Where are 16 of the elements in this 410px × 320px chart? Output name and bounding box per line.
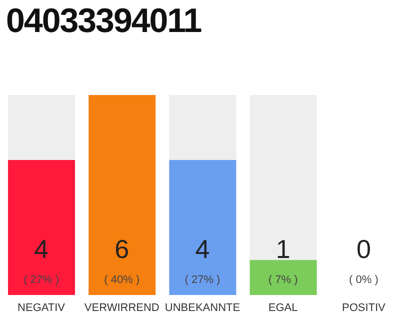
- x-tick-label: UNBEKANNTE: [164, 302, 240, 314]
- data-label: ( 27% ): [24, 274, 60, 286]
- x-tick-label: POSITIV: [342, 302, 386, 314]
- data-label: ( 0% ): [349, 274, 378, 286]
- x-tick-label: NEGATIV: [18, 302, 66, 314]
- data-label: ( 27% ): [184, 274, 220, 286]
- chart-title: 04033394011: [6, 2, 202, 41]
- x-tick-label: EGAL: [268, 302, 298, 314]
- annotation: 4: [195, 234, 210, 264]
- data-label: ( 40% ): [104, 274, 140, 286]
- annotation: 4: [34, 234, 49, 264]
- data-label: ( 7% ): [268, 274, 298, 286]
- annotation: 6: [114, 234, 130, 264]
- x-tick-label: VERWIRREND: [84, 302, 160, 314]
- annotation: 1: [276, 234, 290, 264]
- annotation: 0: [356, 234, 371, 264]
